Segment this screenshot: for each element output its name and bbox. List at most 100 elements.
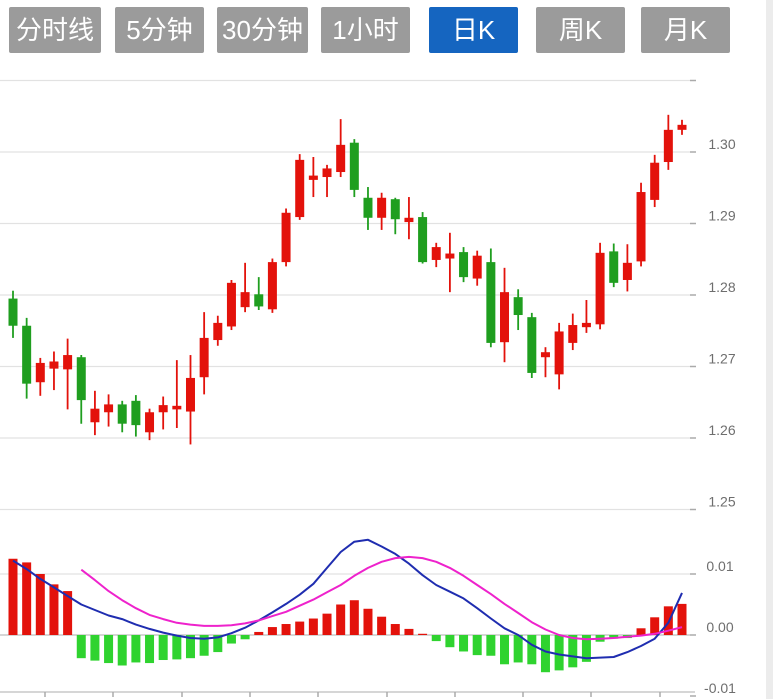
candle-down [22,325,32,384]
macd-bar-positive [49,584,59,635]
candle-up [199,337,209,378]
macd-bar-negative [568,635,578,668]
tab-weekly-k[interactable]: 周K [536,7,625,53]
tab-30min[interactable]: 30分钟 [217,7,308,53]
candle-up [431,247,441,260]
candle-down [609,251,619,283]
candle-up [185,377,195,412]
price-axis-label: 1.30 [708,136,735,152]
macd-axis-label: 0.01 [706,558,733,574]
price-axis-label: 1.28 [708,279,735,295]
macd-bar-positive [63,591,73,635]
candle-down [349,142,359,190]
right-scrollbar-track[interactable] [766,0,773,699]
macd-bar-negative [486,635,496,656]
candle-up [281,212,291,263]
macd-bar-negative [76,635,86,659]
macd-bar-positive [22,562,32,635]
dif-line [12,538,683,660]
macd-bar-negative [158,635,168,661]
tab-5min[interactable]: 5分钟 [115,7,204,53]
candle-up [267,262,277,310]
candle-up [500,292,510,343]
macd-bar-negative [609,635,619,639]
candle-up [295,159,305,218]
macd-bar-positive [650,617,660,635]
candle-up [636,192,646,262]
candle-down [8,298,18,326]
price-axis-label: 1.26 [708,422,735,438]
macd-bar-positive [418,633,428,635]
dea-line [80,555,683,641]
macd-bar-positive [677,603,687,635]
macd-bar-negative [445,635,455,648]
candle-up [554,331,564,375]
candle-up [240,292,250,308]
macd-bar-positive [404,628,414,635]
period-tabbar: 分时线 5分钟 30分钟 1小时 日K 周K 月K [0,0,780,62]
candle-up [377,197,387,218]
candle-down [363,197,373,218]
macd-bar-positive [308,618,318,635]
macd-bar-positive [295,621,305,635]
candle-up [213,322,223,341]
candle-up [172,405,182,410]
price-axis-label: 1.27 [708,351,735,367]
candle-down [117,404,127,424]
candle-up [404,217,414,223]
macd-bar-negative [185,635,195,659]
candle-down [486,262,496,343]
candle-down [131,400,141,426]
macd-bar-positive [35,574,45,635]
macd-bar-negative [117,635,127,666]
candle-up [158,405,168,413]
price-axis-label: 1.25 [708,494,735,510]
macd-bar-negative [540,635,550,673]
macd-bar-negative [527,635,537,665]
candle-up [308,175,318,180]
candle-up [63,355,73,370]
macd-bar-negative [213,635,223,653]
candle-down [418,217,428,263]
candle-down [254,294,264,307]
candle-up [472,255,482,279]
tab-timeline[interactable]: 分时线 [9,7,101,53]
macd-bar-positive [377,616,387,635]
macd-axis-label: 0.00 [706,619,733,635]
candle-up [595,252,605,325]
macd-bar-negative [199,635,209,656]
candle-up [90,408,100,423]
tab-monthly-k[interactable]: 月K [641,7,730,53]
macd-bar-negative [90,635,100,661]
macd-bar-positive [363,608,373,635]
candle-down [76,357,86,401]
macd-bar-positive [636,628,646,635]
candle-up [677,124,687,130]
macd-bar-positive [390,624,400,635]
candle-up [145,412,155,433]
candle-up [226,282,236,327]
tab-1hour[interactable]: 1小时 [321,7,410,53]
candle-up [35,362,45,383]
macd-bar-positive [254,631,264,635]
macd-bar-negative [459,635,469,652]
tab-daily-k[interactable]: 日K [429,7,518,53]
candle-up [336,144,346,173]
macd-bar-negative [131,635,141,663]
macd-bar-positive [281,624,291,635]
macd-bar-negative [513,635,523,663]
candle-down [527,317,537,373]
candle-down [513,297,523,316]
candle-up [540,352,550,358]
candle-up [581,322,591,328]
candle-up [663,129,673,163]
macd-bar-positive [322,613,332,635]
macd-bar-negative [554,635,564,671]
candle-up [622,262,632,280]
candle-up [445,253,455,259]
macd-bar-negative [472,635,482,656]
price-axis-label: 1.29 [708,208,735,224]
candle-up [49,361,59,369]
